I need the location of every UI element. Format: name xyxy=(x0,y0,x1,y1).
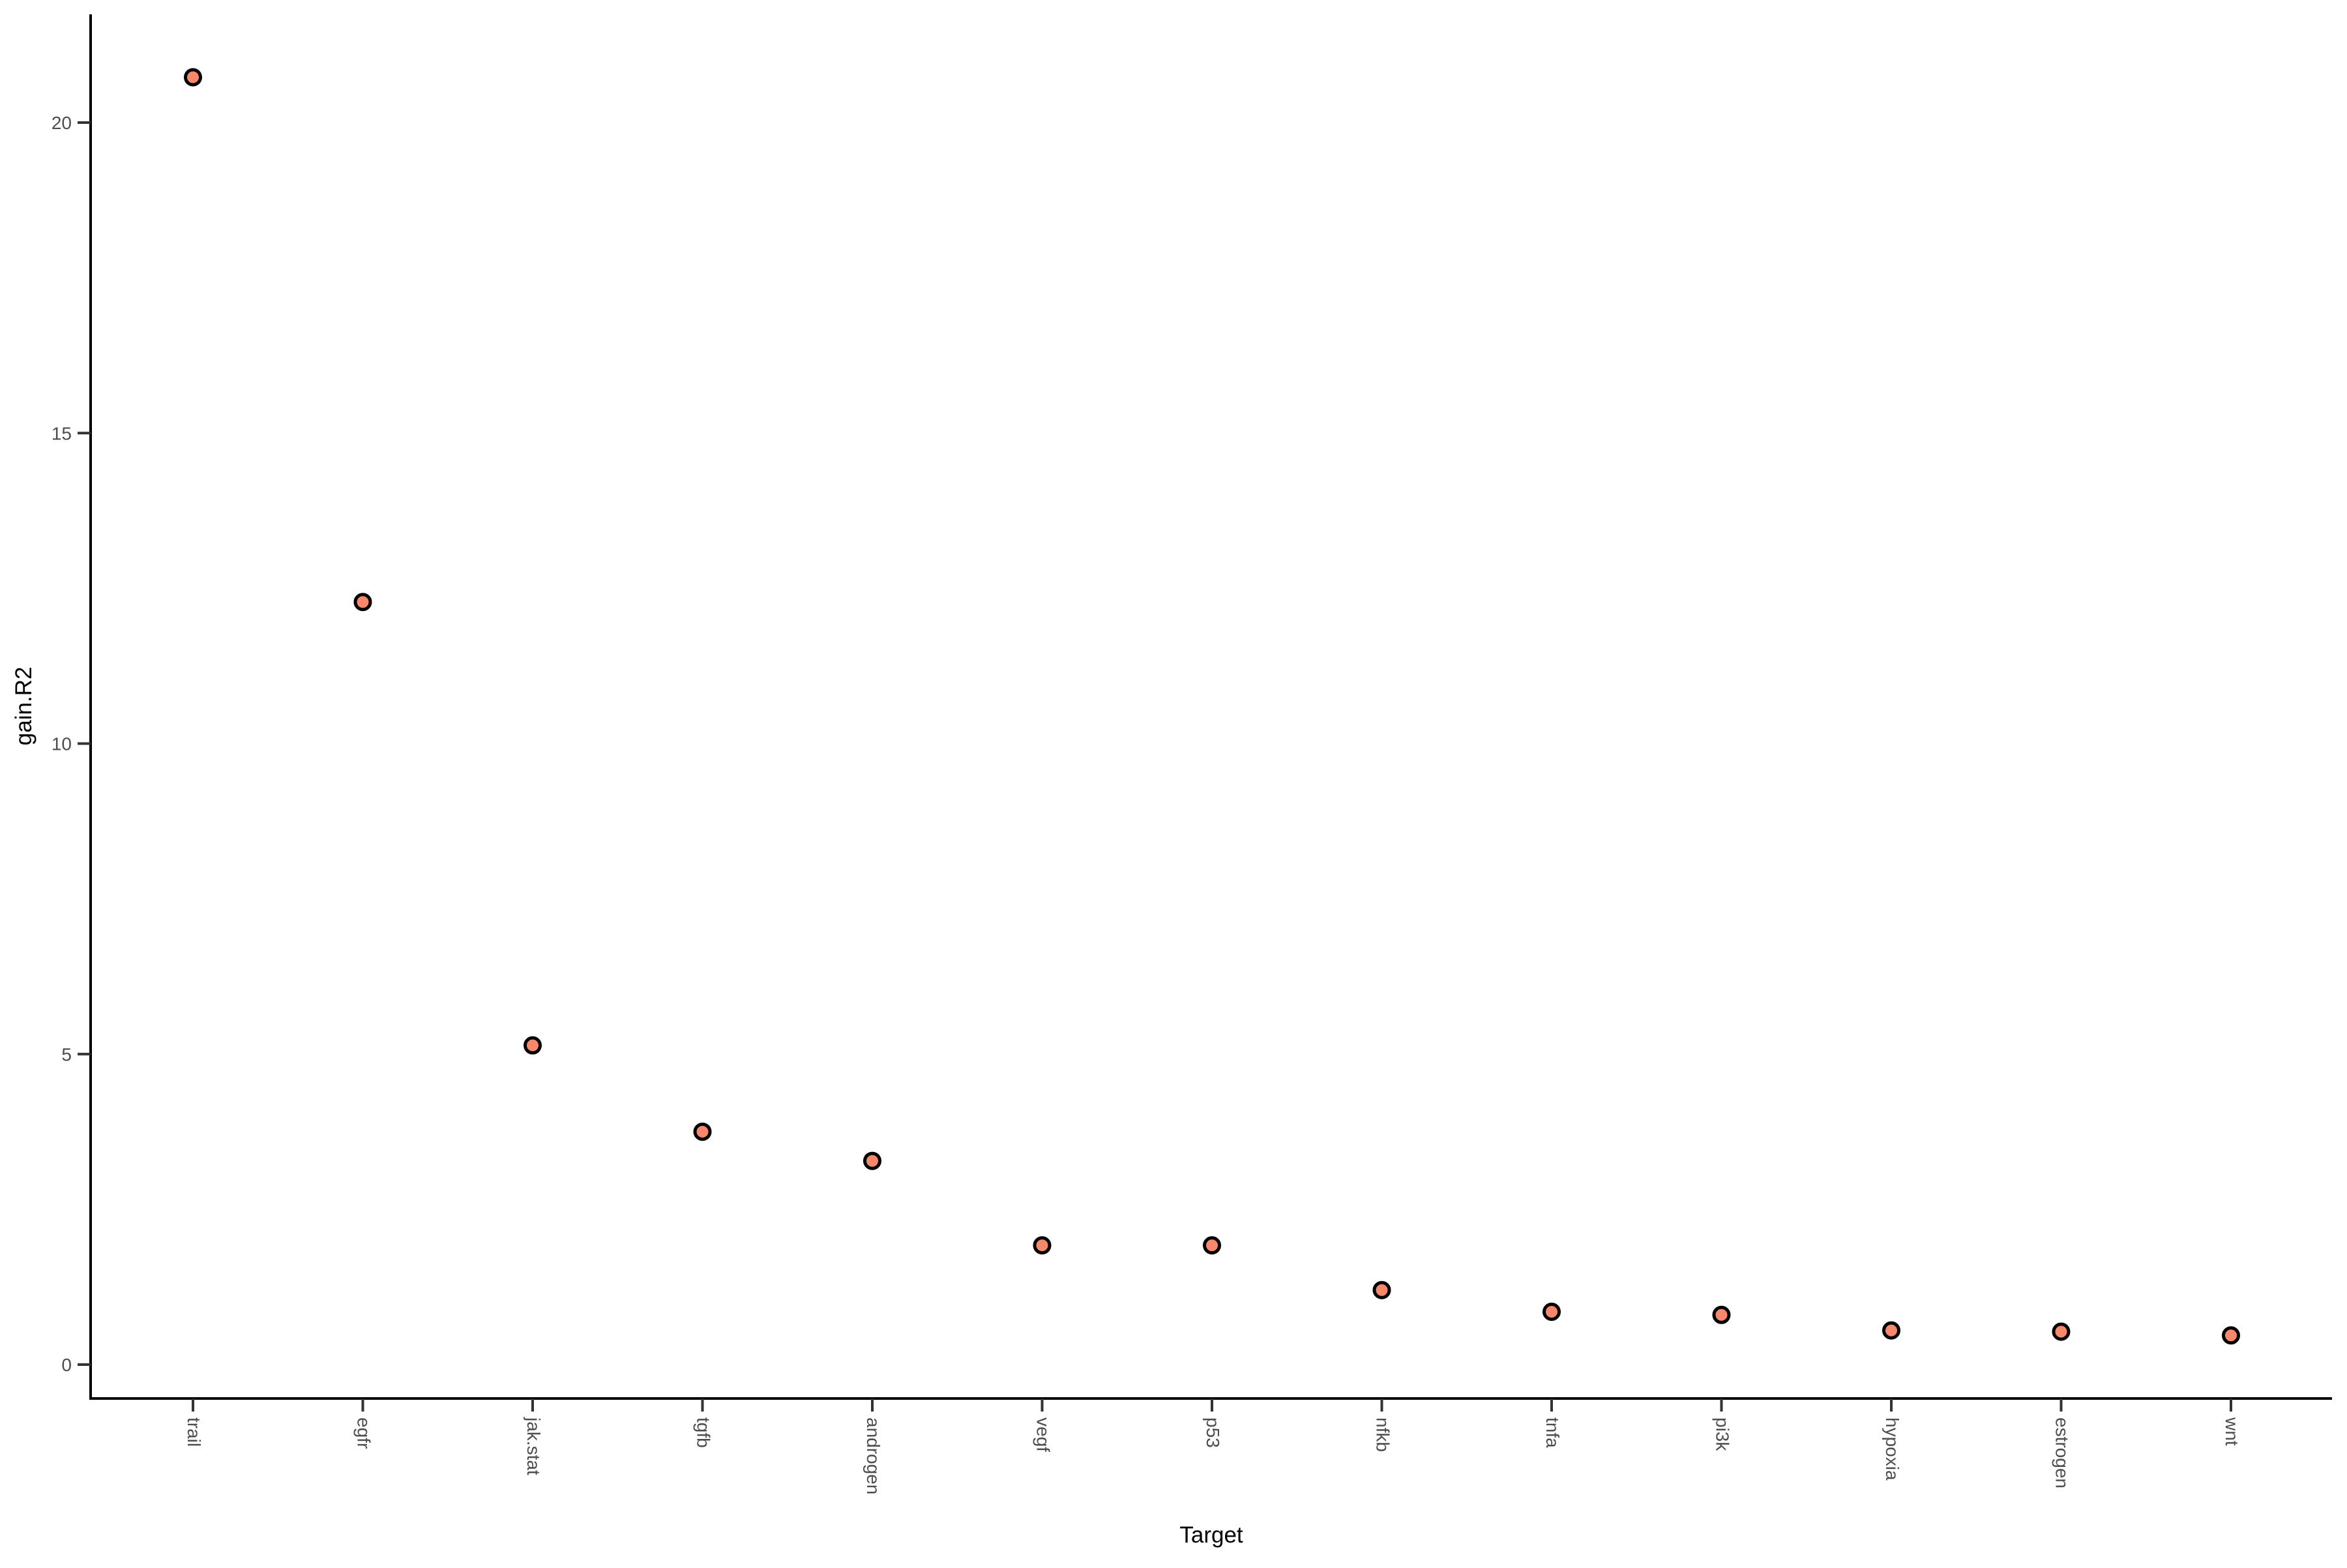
x-tick-label-p53: p53 xyxy=(1203,1417,1223,1448)
point-nfkb xyxy=(1372,1280,1391,1299)
point-wnt xyxy=(2222,1326,2240,1345)
y-tick-label-10: 10 xyxy=(52,734,72,754)
x-tick-label-nfkb: nfkb xyxy=(1373,1417,1393,1452)
x-axis-title: Target xyxy=(1179,1522,1243,1548)
point-trail xyxy=(184,68,202,87)
x-tick-label-tnfa: tnfa xyxy=(1543,1417,1563,1448)
point-tnfa xyxy=(1543,1303,1561,1322)
point-vegf xyxy=(1033,1236,1052,1255)
point-p53 xyxy=(1203,1236,1221,1255)
point-egfr xyxy=(353,593,372,612)
point-estrogen xyxy=(2052,1322,2071,1341)
y-tick-label-15: 15 xyxy=(52,423,72,443)
x-tick-label-hypoxia: hypoxia xyxy=(1882,1417,1902,1481)
x-tick-label-wnt: wnt xyxy=(2222,1417,2242,1446)
x-tick-label-vegf: vegf xyxy=(1033,1417,1054,1452)
y-tick-label-0: 0 xyxy=(61,1355,72,1375)
x-tick-label-egfr: egfr xyxy=(354,1417,374,1449)
x-tick-label-tgfb: tgfb xyxy=(694,1417,714,1448)
point-jak.stat xyxy=(524,1036,542,1055)
y-tick-label-5: 5 xyxy=(61,1044,72,1065)
point-hypoxia xyxy=(1882,1321,1900,1340)
x-tick-label-estrogen: estrogen xyxy=(2052,1417,2073,1488)
x-tick-label-trail: trail xyxy=(184,1417,204,1447)
x-tick-label-jak.stat: jak.stat xyxy=(524,1417,544,1475)
point-androgen xyxy=(863,1151,881,1170)
y-tick-label-20: 20 xyxy=(52,113,72,133)
x-tick-label-pi3k: pi3k xyxy=(1713,1417,1733,1451)
x-tick-label-androgen: androgen xyxy=(863,1417,883,1494)
y-axis-title: gain.R2 xyxy=(11,667,37,746)
point-tgfb xyxy=(693,1122,712,1141)
point-pi3k xyxy=(1712,1305,1731,1324)
